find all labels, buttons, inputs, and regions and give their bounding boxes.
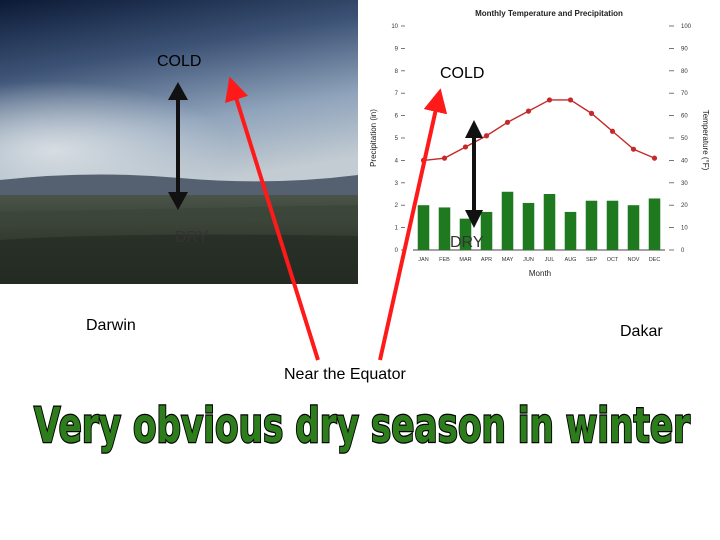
headline-text: Very obvious dry season in winter	[34, 398, 690, 454]
right-tick-label: 70	[681, 91, 688, 97]
right-tick-label: 90	[681, 46, 688, 52]
right-tick-label: 50	[681, 136, 688, 142]
cold-label-dakar: COLD	[440, 65, 485, 82]
city-label-darwin: Darwin	[86, 317, 136, 334]
climate-chart: Monthly Temperature and Precipitation 0 1…	[358, 0, 720, 284]
precipitation-bar	[522, 202, 535, 250]
left-tick-label: 5	[395, 136, 399, 142]
precipitation-bar	[543, 194, 556, 250]
left-tick-label: 0	[395, 248, 399, 254]
precipitation-bar	[627, 205, 640, 250]
temperature-point	[525, 108, 532, 114]
temperature-point	[462, 144, 469, 150]
month-tick-label: MAR	[459, 257, 471, 263]
month-tick-label: NOV	[628, 257, 640, 263]
city-label-dakar: Dakar	[620, 323, 663, 340]
left-tick-label: 3	[395, 181, 399, 187]
dry-label-dakar: DRY	[450, 234, 484, 251]
month-tick-label: AUG	[565, 257, 577, 263]
left-tick-label: 10	[391, 24, 398, 30]
temperature-point	[609, 128, 616, 134]
chart-title: Monthly Temperature and Precipitation	[475, 9, 623, 18]
temperature-point	[567, 97, 574, 103]
precipitation-bar	[501, 191, 514, 250]
precipitation-bar	[585, 200, 598, 250]
right-tick-label: 60	[681, 114, 688, 120]
left-tick-label: 1	[395, 226, 399, 232]
left-tick-label: 4	[395, 158, 399, 164]
temperature-point	[588, 110, 595, 116]
month-tick-label: SEP	[586, 257, 597, 263]
month-tick-label: FEB	[439, 257, 450, 263]
left-tick-label: 6	[395, 114, 399, 120]
left-tick-label: 8	[395, 69, 399, 75]
month-tick-label: JUL	[545, 257, 555, 263]
month-tick-label: APR	[481, 257, 492, 263]
y-axis-label: Precipitation (in)	[369, 109, 378, 167]
temperature-point	[441, 155, 448, 161]
climate-chart-svg: Monthly Temperature and Precipitation 0 1…	[369, 9, 710, 278]
temperature-point	[504, 119, 511, 125]
temperature-series-line	[423, 99, 655, 162]
right-tick-label: 0	[681, 248, 685, 254]
month-tick-label: DEC	[649, 257, 661, 263]
temperature-point	[546, 97, 553, 103]
precipitation-bar	[438, 207, 451, 250]
left-axis-ticks: 0 1 2 3 4 5 6 7 8 9 10	[391, 24, 405, 254]
equator-label: Near the Equator	[284, 366, 406, 383]
precipitation-bar	[606, 200, 619, 250]
month-tick-label: JAN	[418, 257, 428, 263]
right-tick-label: 100	[681, 24, 692, 30]
right-tick-label: 30	[681, 181, 688, 187]
right-tick-label: 20	[681, 203, 688, 209]
precipitation-bar	[564, 211, 577, 250]
temperature-point	[483, 133, 490, 139]
cold-label-darwin: COLD	[157, 53, 202, 70]
left-tick-label: 9	[395, 46, 399, 52]
precipitation-bar	[648, 198, 661, 250]
x-axis-label: Month	[529, 269, 551, 278]
precipitation-bar	[417, 205, 430, 250]
right-tick-label: 40	[681, 158, 688, 164]
temperature-line	[420, 97, 658, 163]
right-axis-ticks: 0 10 20 30 40 50 60 70 80 90 100	[669, 24, 692, 254]
right-tick-label: 10	[681, 226, 688, 232]
month-tick-labels: JAN FEB MAR APR MAY JUN JUL AUG SEP OCT NOV DEC	[418, 257, 660, 263]
temperature-point	[651, 155, 658, 161]
right-tick-label: 80	[681, 69, 688, 75]
month-tick-label: OCT	[607, 257, 619, 263]
left-tick-label: 2	[395, 203, 399, 209]
y2-axis-label: Temperature (°F)	[701, 110, 710, 171]
precipitation-bar	[480, 211, 493, 250]
precipitation-bar	[459, 218, 472, 250]
month-tick-label: JUN	[523, 257, 534, 263]
headline-banner: Very obvious dry season in winter	[33, 397, 692, 456]
temperature-point	[630, 146, 637, 152]
month-tick-label: MAY	[502, 257, 514, 263]
temperature-point	[420, 157, 427, 163]
dry-label-darwin: DRY	[175, 229, 209, 246]
left-tick-label: 7	[395, 91, 399, 97]
